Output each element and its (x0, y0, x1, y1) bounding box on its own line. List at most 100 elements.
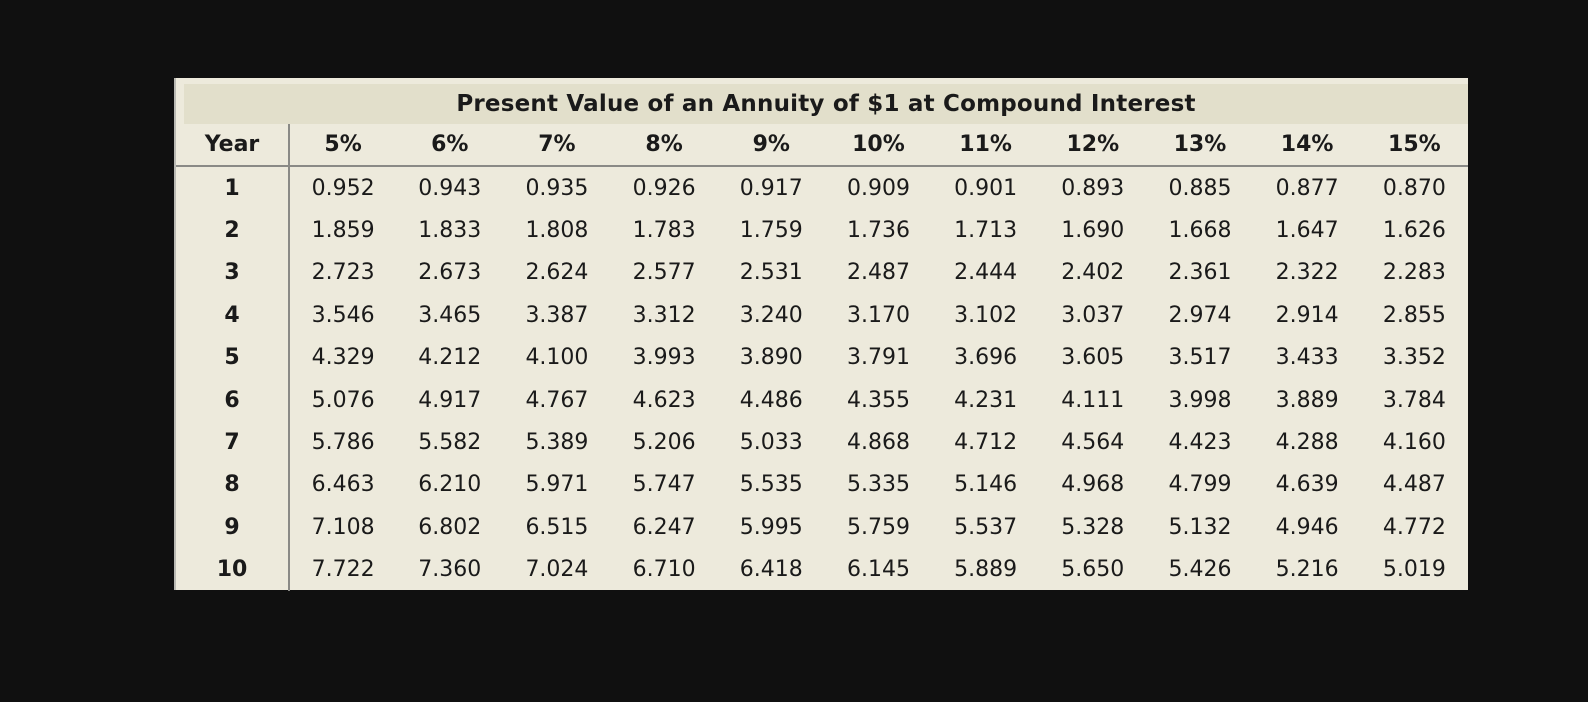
value-cell: 4.231 (954, 387, 1018, 413)
value-cell: 5.389 (525, 430, 589, 456)
value-cell: 3.998 (1168, 387, 1232, 413)
value-cell: 1.647 (1275, 218, 1339, 244)
value-cell: 4.329 (311, 345, 375, 371)
value-cell: 1.690 (1061, 218, 1125, 244)
value-cell: 0.893 (1061, 175, 1125, 201)
value-cell: 6.710 (632, 557, 696, 583)
value-cell: 5.216 (1275, 557, 1339, 583)
value-cell: 1.833 (418, 218, 482, 244)
year-cell: 1 (176, 166, 290, 210)
value-cell: 3.546 (311, 302, 375, 328)
value-cell: 1.626 (1382, 218, 1446, 244)
value-cell: 5.537 (954, 514, 1018, 540)
value-cell: 3.312 (632, 302, 696, 328)
year-cell: 2 (176, 209, 290, 252)
value-cell: 5.033 (739, 430, 803, 456)
value-cell: 2.974 (1168, 302, 1232, 328)
value-cell: 0.917 (739, 175, 803, 201)
value-cell: 2.283 (1382, 260, 1446, 286)
value-cell: 5.995 (739, 514, 803, 540)
table-row: 5 4.329 4.212 4.100 3.993 3.890 3.791 3.696 3.60… (176, 336, 1468, 379)
year-cell: 5 (176, 336, 290, 379)
value-cell: 4.355 (846, 387, 910, 413)
value-cell: 5.076 (311, 387, 375, 413)
value-cell: 2.402 (1061, 260, 1125, 286)
rate-column-header: 13% (1146, 124, 1254, 167)
rate-column-header: 11% (932, 124, 1040, 167)
value-cell: 0.926 (632, 175, 696, 201)
table-header: Year 5% 6% 7% 8% 9% 10% 11% 12% 13% 14% 15% (176, 124, 1468, 167)
value-cell: 4.423 (1168, 430, 1232, 456)
rate-column-header: 10% (824, 124, 933, 167)
value-cell: 3.037 (1061, 302, 1125, 328)
year-cell: 10 (176, 548, 290, 591)
value-cell: 6.802 (418, 514, 482, 540)
year-cell: 4 (176, 294, 290, 337)
value-cell: 3.433 (1275, 345, 1339, 371)
value-cell: 3.102 (954, 302, 1018, 328)
value-cell: 2.487 (846, 260, 910, 286)
value-cell: 3.605 (1061, 345, 1125, 371)
value-cell: 5.786 (311, 430, 375, 456)
value-cell: 6.145 (846, 557, 910, 583)
value-cell: 7.722 (311, 557, 375, 583)
value-cell: 1.859 (311, 218, 375, 244)
value-cell: 2.577 (632, 260, 696, 286)
rate-column-header: 12% (1039, 124, 1147, 167)
value-cell: 3.517 (1168, 345, 1232, 371)
value-cell: 2.673 (418, 260, 482, 286)
value-cell: 5.535 (739, 472, 803, 498)
rate-column-header: 6% (396, 124, 504, 167)
value-cell: 4.946 (1275, 514, 1339, 540)
value-cell: 4.772 (1382, 514, 1446, 540)
value-cell: 5.650 (1061, 557, 1125, 583)
year-cell: 9 (176, 506, 290, 549)
value-cell: 3.993 (632, 345, 696, 371)
rate-column-header: 15% (1360, 124, 1468, 167)
rate-column-header: 8% (610, 124, 718, 167)
value-cell: 0.952 (311, 175, 375, 201)
value-cell: 6.418 (739, 557, 803, 583)
year-cell: 8 (176, 463, 290, 507)
value-cell: 7.108 (311, 514, 375, 540)
value-cell: 5.426 (1168, 557, 1232, 583)
value-cell: 3.696 (954, 345, 1018, 371)
value-cell: 1.668 (1168, 218, 1232, 244)
value-cell: 5.971 (525, 472, 589, 498)
value-cell: 2.322 (1275, 260, 1339, 286)
value-cell: 4.288 (1275, 430, 1339, 456)
value-cell: 4.639 (1275, 472, 1339, 498)
rate-column-header: 14% (1253, 124, 1361, 167)
table-row: 2 1.859 1.833 1.808 1.783 1.759 1.736 1.713 1.69… (176, 209, 1468, 252)
annuity-table-card: Present Value of an Annuity of $1 at Com… (174, 78, 1468, 591)
table-row: 7 5.786 5.582 5.389 5.206 5.033 4.868 4.712 4.56… (176, 421, 1468, 464)
value-cell: 4.564 (1061, 430, 1125, 456)
value-cell: 6.463 (311, 472, 375, 498)
year-cell: 7 (176, 421, 290, 464)
rate-column-header: 5% (289, 124, 397, 167)
value-cell: 4.486 (739, 387, 803, 413)
value-cell: 4.767 (525, 387, 589, 413)
value-cell: 7.024 (525, 557, 589, 583)
value-cell: 5.206 (632, 430, 696, 456)
value-cell: 0.870 (1382, 175, 1446, 201)
value-cell: 1.713 (954, 218, 1018, 244)
table-title-band: Present Value of an Annuity of $1 at Com… (184, 84, 1468, 124)
value-cell: 2.624 (525, 260, 589, 286)
value-cell: 3.784 (1382, 387, 1446, 413)
value-cell: 4.160 (1382, 430, 1446, 456)
value-cell: 2.444 (954, 260, 1018, 286)
value-cell: 5.132 (1168, 514, 1232, 540)
header-row: Year 5% 6% 7% 8% 9% 10% 11% 12% 13% 14% 15% (176, 124, 1468, 167)
value-cell: 0.909 (846, 175, 910, 201)
value-cell: 3.791 (846, 345, 910, 371)
value-cell: 3.170 (846, 302, 910, 328)
table-row: 10 7.722 7.360 7.024 6.710 6.418 6.145 5.889 5.6… (176, 548, 1468, 591)
year-column-header: Year (176, 124, 290, 167)
value-cell: 2.723 (311, 260, 375, 286)
table-row: 1 0.952 0.943 0.935 0.926 0.917 0.909 0.901 0.89… (176, 166, 1468, 210)
value-cell: 4.868 (846, 430, 910, 456)
value-cell: 4.968 (1061, 472, 1125, 498)
